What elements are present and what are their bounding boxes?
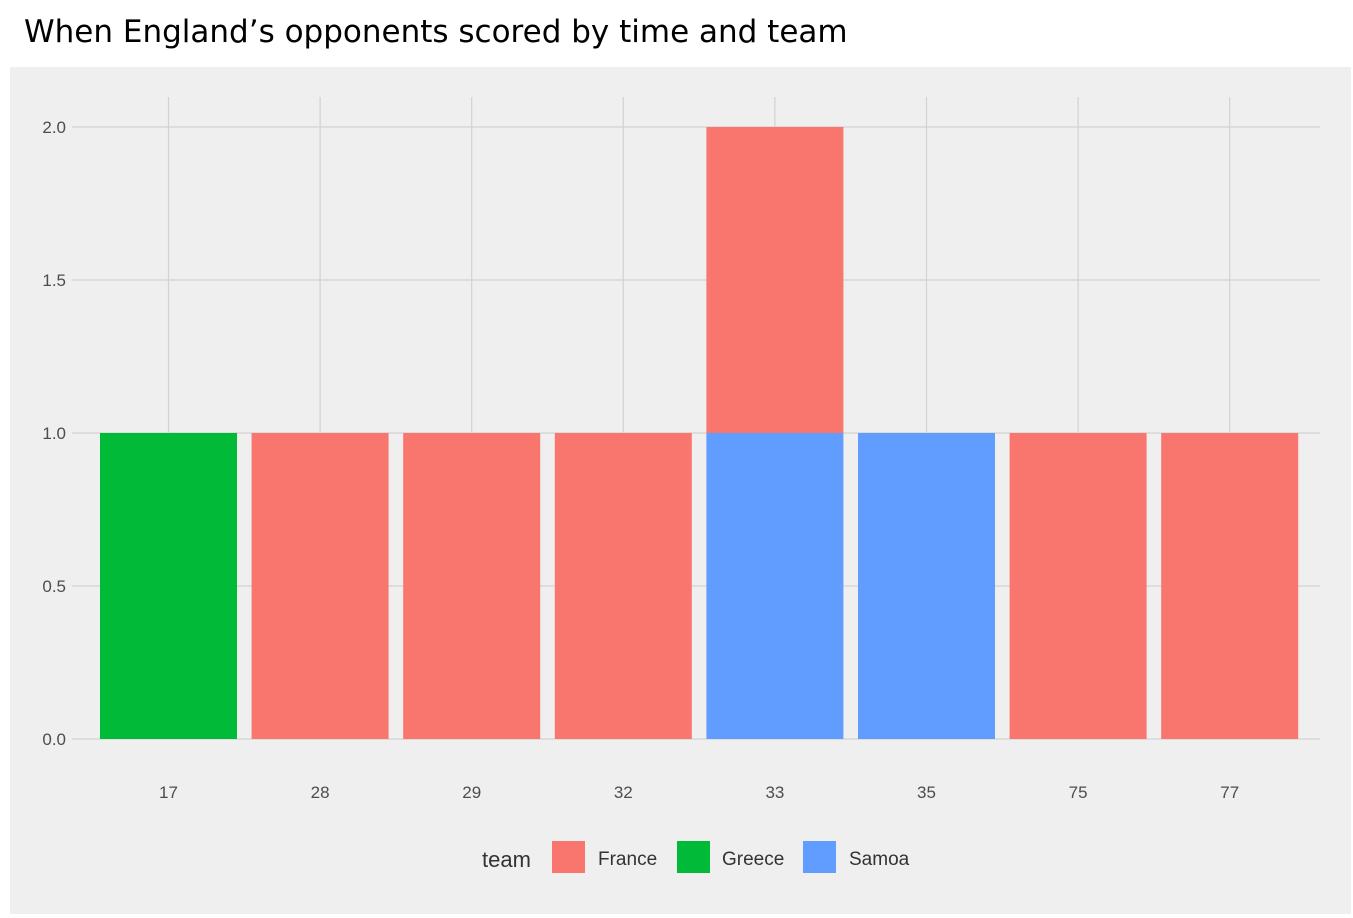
y-tick-label: 0.0	[42, 730, 66, 749]
legend-label-france: France	[598, 849, 657, 870]
x-tick-label: 33	[765, 783, 784, 802]
x-tick-label: 35	[917, 783, 936, 802]
bar-france-28	[251, 433, 389, 739]
bar-france-29	[403, 433, 541, 739]
legend-key-france	[552, 841, 585, 873]
y-tick-label: 1.5	[42, 271, 66, 290]
x-tick-label: 17	[159, 783, 178, 802]
legend-label-samoa: Samoa	[849, 849, 910, 870]
bar-samoa-33	[706, 433, 844, 739]
bar-samoa-35	[858, 433, 995, 739]
legend-title: team	[482, 847, 531, 872]
legend-key-samoa	[803, 841, 836, 873]
x-tick-label: 77	[1220, 783, 1239, 802]
x-tick-label: 29	[462, 783, 481, 802]
y-tick-label: 1.0	[42, 424, 66, 443]
x-tick-label: 28	[311, 783, 330, 802]
x-tick-label: 32	[614, 783, 633, 802]
bar-france-32	[554, 433, 692, 739]
legend-key-greece	[677, 841, 710, 873]
legend-label-greece: Greece	[722, 849, 784, 870]
bar-france-33	[706, 127, 844, 433]
y-tick-label: 0.5	[42, 577, 66, 596]
y-tick-label: 2.0	[42, 118, 66, 137]
chart-title: When England’s opponents scored by time …	[24, 14, 848, 50]
bar-france-75	[1009, 433, 1147, 739]
bar-greece-17	[100, 433, 237, 739]
x-tick-label: 75	[1069, 783, 1088, 802]
bar-france-77	[1161, 433, 1299, 739]
